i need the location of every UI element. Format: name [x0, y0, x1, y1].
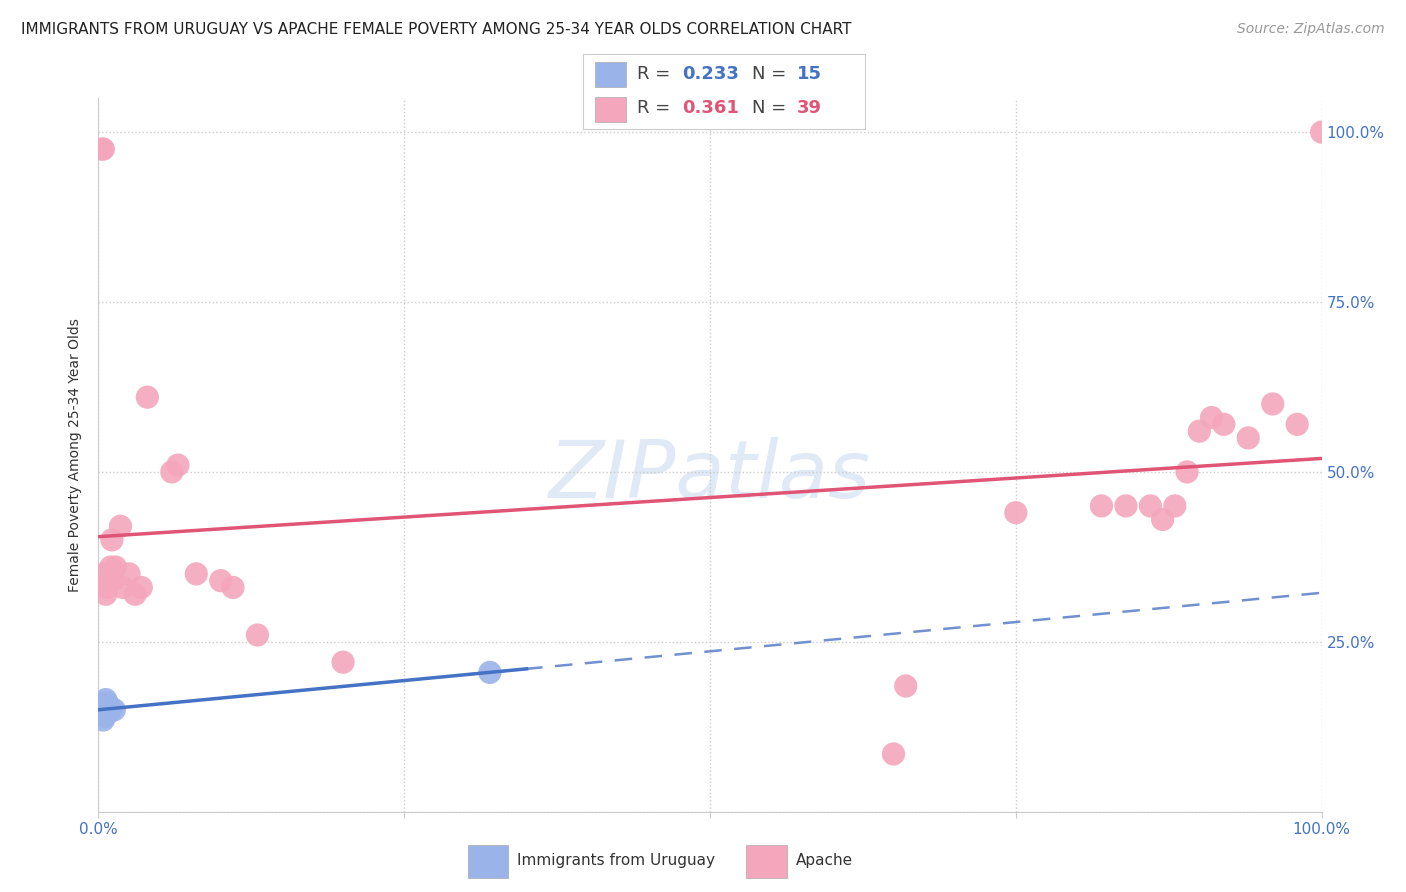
Point — [111, 581, 134, 595]
Point — [1261, 397, 1284, 411]
Point — [101, 533, 124, 547]
Point — [883, 747, 905, 761]
Point — [1286, 417, 1309, 432]
Text: R =: R = — [637, 100, 676, 118]
Point — [97, 706, 120, 721]
FancyBboxPatch shape — [747, 845, 786, 878]
Point — [94, 703, 117, 717]
Point — [136, 390, 159, 404]
Text: ZIPatlas: ZIPatlas — [548, 437, 872, 516]
Text: 39: 39 — [797, 100, 823, 118]
Point — [167, 458, 190, 472]
Point — [100, 703, 122, 717]
FancyBboxPatch shape — [595, 62, 626, 87]
Point — [1090, 499, 1112, 513]
Point — [91, 142, 114, 156]
Text: 15: 15 — [797, 65, 823, 83]
Point — [1115, 499, 1137, 513]
Point — [110, 519, 132, 533]
Point — [894, 679, 917, 693]
Point — [246, 628, 269, 642]
Point — [104, 560, 127, 574]
FancyBboxPatch shape — [468, 845, 508, 878]
Point — [118, 566, 141, 581]
Point — [1175, 465, 1198, 479]
Point — [1139, 499, 1161, 513]
Point — [129, 581, 152, 595]
Point — [91, 713, 114, 727]
Point — [1310, 125, 1333, 139]
Point — [100, 560, 122, 574]
Point — [97, 574, 120, 588]
Point — [209, 574, 232, 588]
Point — [90, 699, 112, 714]
Y-axis label: Female Poverty Among 25-34 Year Olds: Female Poverty Among 25-34 Year Olds — [69, 318, 83, 592]
Point — [94, 692, 117, 706]
Point — [96, 696, 118, 710]
Point — [96, 581, 118, 595]
Point — [1004, 506, 1026, 520]
Point — [1201, 410, 1223, 425]
Point — [1164, 499, 1187, 513]
Text: Immigrants from Uruguay: Immigrants from Uruguay — [517, 854, 716, 868]
Text: 0.361: 0.361 — [682, 100, 738, 118]
Point — [91, 703, 114, 717]
Text: N =: N = — [752, 100, 792, 118]
Point — [93, 709, 115, 723]
Text: Apache: Apache — [796, 854, 853, 868]
Point — [478, 665, 501, 680]
Point — [1212, 417, 1234, 432]
Point — [160, 465, 183, 479]
Point — [332, 655, 354, 669]
Point — [1237, 431, 1260, 445]
Text: R =: R = — [637, 65, 676, 83]
Point — [91, 706, 114, 721]
Point — [93, 566, 115, 581]
Point — [94, 587, 117, 601]
Point — [186, 566, 208, 581]
Point — [93, 696, 115, 710]
Point — [91, 142, 114, 156]
Text: 0.233: 0.233 — [682, 65, 738, 83]
Point — [98, 699, 121, 714]
Text: IMMIGRANTS FROM URUGUAY VS APACHE FEMALE POVERTY AMONG 25-34 YEAR OLDS CORRELATI: IMMIGRANTS FROM URUGUAY VS APACHE FEMALE… — [21, 22, 852, 37]
Text: N =: N = — [752, 65, 792, 83]
FancyBboxPatch shape — [595, 96, 626, 122]
Text: Source: ZipAtlas.com: Source: ZipAtlas.com — [1237, 22, 1385, 37]
Point — [1152, 512, 1174, 526]
Point — [101, 574, 124, 588]
Point — [222, 581, 245, 595]
Point — [1188, 424, 1211, 438]
Point — [124, 587, 146, 601]
Point — [103, 703, 125, 717]
Point — [96, 699, 118, 714]
